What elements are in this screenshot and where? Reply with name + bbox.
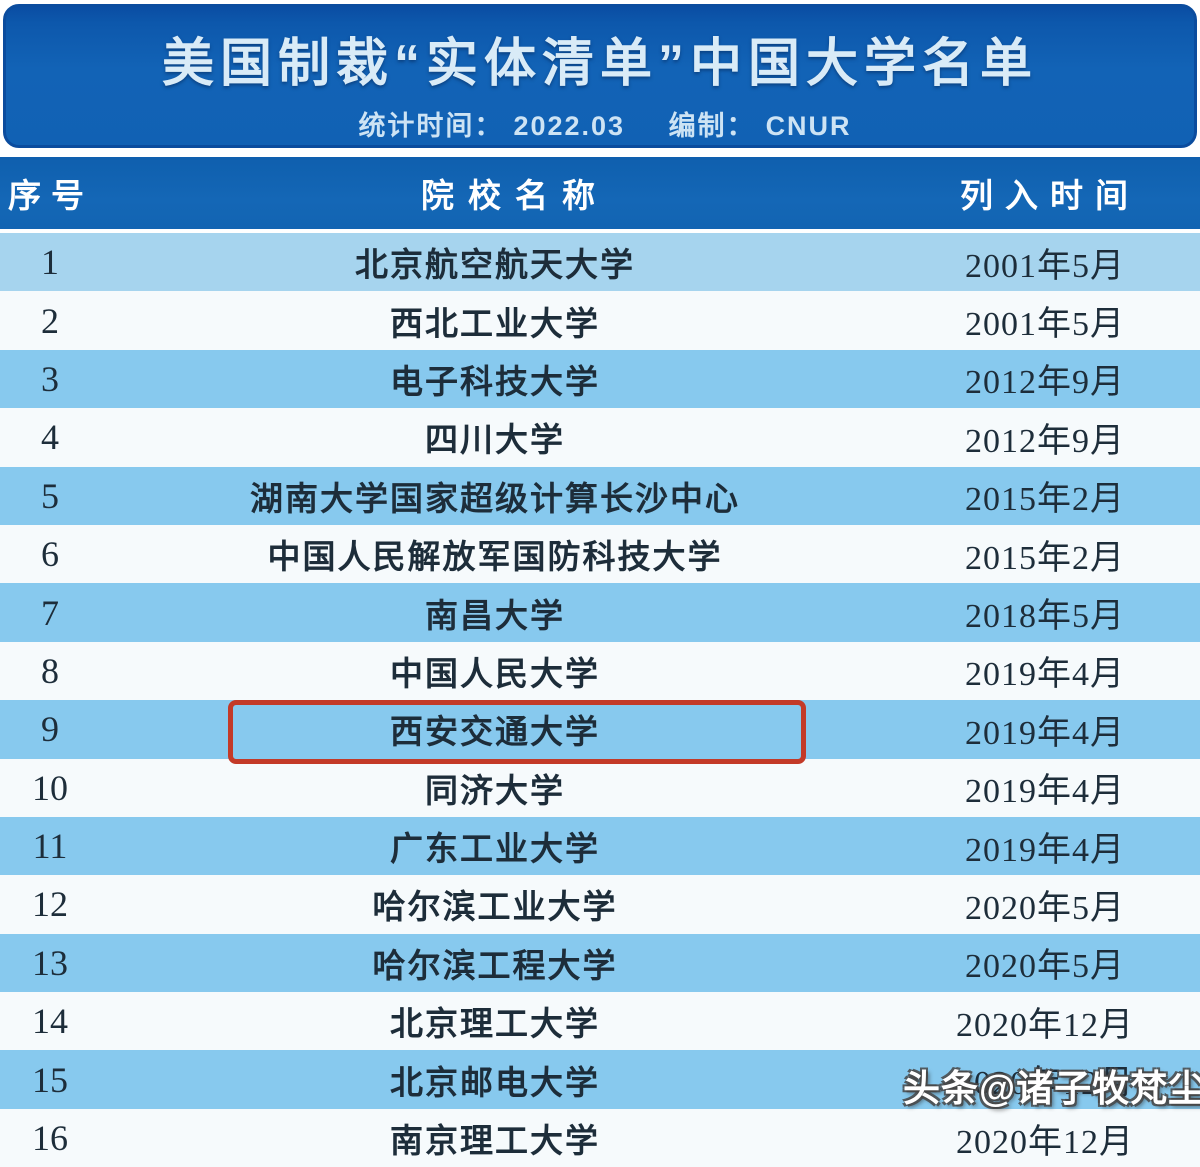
table-row: 14 北京理工大学 2020年12月	[0, 992, 1200, 1051]
column-header-index: 序号	[8, 177, 94, 214]
stat-time-label: 统计时间：	[358, 111, 504, 141]
row-index-cell: 7	[41, 592, 59, 633]
row-index-cell: 1	[41, 242, 59, 283]
listing-date-cell: 2020年5月	[965, 948, 1125, 986]
compiler-label: 编制：	[668, 111, 756, 141]
listing-date-cell: 2019年4月	[965, 831, 1125, 869]
table-row: 2 西北工业大学 2001年5月	[0, 291, 1200, 350]
university-name-cell: 哈尔滨工业大学	[372, 890, 618, 927]
title-banner: 美国制裁“实体清单”中国大学名单 统计时间： 2022.03 编制： CNUR	[3, 4, 1197, 148]
university-name-cell: 北京理工大学	[390, 1007, 600, 1044]
stat-time-value: 2022.03	[513, 111, 626, 141]
university-name-cell: 西北工业大学	[390, 306, 600, 343]
row-index-cell: 9	[41, 709, 59, 750]
row-index-cell: 4	[41, 417, 59, 458]
table-row: 13 哈尔滨工程大学 2020年5月	[0, 933, 1200, 993]
table-row: 6 中国人民解放军国防科技大学 2015年2月	[0, 524, 1200, 584]
column-header-name: 院校名称	[421, 177, 609, 214]
table-row: 1 北京航空航天大学 2001年5月	[0, 233, 1200, 292]
listing-date-cell: 2020年12月	[956, 1123, 1134, 1161]
column-header-date: 列入时间	[960, 177, 1140, 214]
row-index-cell: 11	[32, 826, 68, 867]
table-row: 5 湖南大学国家超级计算长沙中心 2015年2月	[0, 466, 1200, 525]
university-name-cell: 四川大学	[425, 423, 565, 460]
row-index-cell: 5	[41, 475, 59, 516]
listing-date-cell: 2001年5月	[965, 247, 1125, 285]
table-row: 3 电子科技大学 2012年9月	[0, 349, 1200, 409]
university-name-cell: 湖南大学国家超级计算长沙中心	[250, 481, 740, 518]
table-row: 8 中国人民大学 2019年4月	[0, 641, 1200, 701]
listing-date-cell: 2020年12月	[956, 1065, 1134, 1103]
row-index-cell: 15	[32, 1059, 68, 1100]
university-name-cell: 广东工业大学	[390, 832, 600, 869]
listing-date-cell: 2018年5月	[965, 598, 1125, 636]
page-title: 美国制裁“实体清单”中国大学名单	[161, 35, 1038, 93]
table-row: 10 同济大学 2019年4月	[0, 758, 1200, 817]
table-row: 11 广东工业大学 2019年4月	[0, 816, 1200, 876]
table-row: 7 南昌大学 2018年5月	[0, 583, 1200, 642]
table-row: 15 北京邮电大学 2020年12月	[0, 1050, 1200, 1109]
row-index-cell: 16	[32, 1118, 68, 1159]
university-name-cell: 南京理工大学	[390, 1124, 600, 1161]
row-index-cell: 3	[41, 358, 59, 399]
listing-date-cell: 2001年5月	[965, 306, 1125, 344]
listing-date-cell: 2012年9月	[965, 422, 1125, 460]
listing-date-cell: 2015年2月	[965, 539, 1125, 577]
watermark-text: 头条@诸子牧梵尘	[903, 1068, 1200, 1109]
university-name-cell: 南昌大学	[425, 598, 565, 635]
listing-date-cell: 2015年2月	[965, 481, 1125, 519]
university-name-cell: 中国人民解放军国防科技大学	[267, 540, 723, 577]
listing-date-cell: 2020年12月	[956, 1006, 1134, 1044]
row-index-cell: 13	[32, 942, 68, 983]
page-subtitle: 统计时间： 2022.03 编制： CNUR	[6, 104, 1194, 143]
university-name-cell: 中国人民大学	[390, 656, 600, 693]
table-header-row: 序号 院校名称 列入时间	[0, 157, 1200, 229]
listing-date-cell: 2019年4月	[965, 714, 1125, 752]
compiler-value: CNUR	[765, 111, 852, 141]
table-row: 16 南京理工大学 2020年12月	[0, 1108, 1200, 1167]
listing-date-cell: 2012年9月	[965, 364, 1125, 402]
listing-date-cell: 2020年5月	[965, 889, 1125, 927]
university-name-cell: 同济大学	[425, 773, 565, 810]
university-name-cell: 北京邮电大学	[390, 1065, 600, 1102]
row-index-cell: 14	[32, 1001, 68, 1042]
table-row: 12 哈尔滨工业大学 2020年5月	[0, 875, 1200, 934]
listing-date-cell: 2019年4月	[965, 773, 1125, 811]
table-body: 1 北京航空航天大学 2001年5月 2 西北工业大学 2001年5月 3 电子科技大学 201…	[0, 233, 1200, 1167]
row-index-cell: 6	[41, 534, 59, 575]
university-name-cell: 西安交通大学	[390, 715, 600, 752]
listing-date-cell: 2019年4月	[965, 656, 1125, 694]
row-index-cell: 10	[32, 767, 68, 808]
university-name-cell: 电子科技大学	[390, 364, 600, 401]
table-row: 9 西安交通大学 2019年4月	[0, 700, 1200, 759]
row-index-cell: 12	[32, 884, 68, 925]
table-row: 4 四川大学 2012年9月	[0, 408, 1200, 467]
row-index-cell: 2	[41, 300, 59, 341]
row-index-cell: 8	[41, 650, 59, 691]
university-name-cell: 北京航空航天大学	[355, 248, 635, 285]
university-name-cell: 哈尔滨工程大学	[372, 948, 618, 985]
